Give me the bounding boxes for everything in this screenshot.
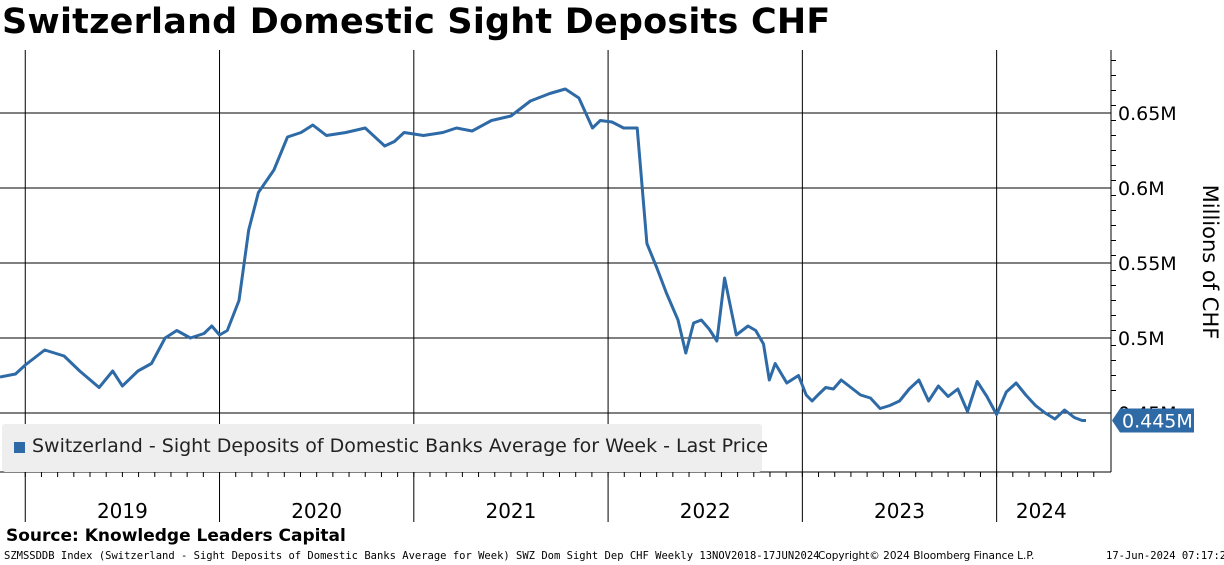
x-tick-label-2023: 2023	[874, 499, 925, 523]
y-tick-label-1: 0.6M	[1118, 178, 1165, 200]
x-tick-label-2020: 2020	[291, 499, 342, 523]
series-layer	[0, 87, 1086, 422]
last-price-badge: 0.445M	[1112, 408, 1194, 433]
legend-label: Switzerland - Sight Deposits of Domestic…	[32, 435, 769, 457]
y-tick-label-2: 0.55M	[1118, 253, 1177, 275]
x-tick-label-2024: 2024	[1016, 499, 1067, 523]
footer-index-description: SZMSSDDB Index (Switzerland - Sight Depo…	[4, 550, 820, 562]
chart-title: Switzerland Domestic Sight Deposits CHF	[2, 2, 831, 42]
x-tick-label-2021: 2021	[485, 499, 536, 523]
x-axis: 2019 2020 2021 2022 2023 2024	[24, 472, 1095, 523]
last-price-badge-shape	[1112, 408, 1194, 433]
footer-timestamp: 17-Jun-2024 07:17:22	[1106, 550, 1224, 562]
footer-copyright: Copyright© 2024 Bloomberg Finance L.P.	[818, 550, 1035, 562]
last-price-label: 0.445M	[1122, 411, 1193, 433]
legend: Switzerland - Sight Deposits of Domestic…	[2, 424, 768, 472]
x-tick-label-2022: 2022	[680, 499, 731, 523]
x-tick-label-2019: 2019	[97, 499, 148, 523]
series-line-sight-deposits	[0, 87, 1086, 422]
legend-swatch	[14, 442, 25, 453]
y-tick-label-0: 0.65M	[1118, 103, 1177, 125]
source-note: Source: Knowledge Leaders Capital	[6, 526, 346, 546]
y-axis-label: Millions of CHF	[1198, 184, 1222, 340]
grid-lines	[0, 50, 1112, 522]
y-tick-label-3: 0.5M	[1118, 328, 1165, 350]
last-price-badge-layer: 0.445M	[1112, 408, 1194, 433]
